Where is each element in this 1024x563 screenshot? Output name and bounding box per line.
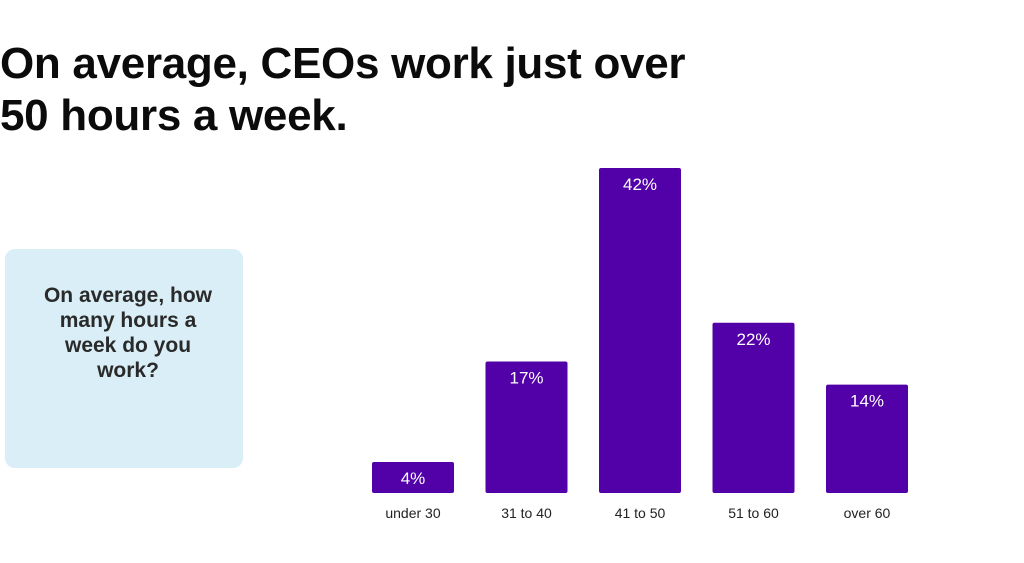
headline: On average, CEOs work just over 50 hours… bbox=[0, 38, 760, 142]
category-label-4: over 60 bbox=[844, 505, 891, 521]
question-line-3: week do you bbox=[64, 334, 192, 357]
question-text: On average, how many hours a week do you… bbox=[25, 283, 231, 383]
category-label-0: under 30 bbox=[385, 505, 440, 521]
bar-1 bbox=[485, 361, 568, 493]
category-label-1: 31 to 40 bbox=[501, 505, 552, 521]
question-line-2: many hours a bbox=[59, 309, 197, 332]
bar-4 bbox=[826, 384, 908, 493]
bar-2 bbox=[599, 168, 681, 493]
bar-value-label-4: 14% bbox=[850, 392, 884, 411]
bar-value-label-0: 4% bbox=[401, 469, 426, 488]
question-line-1: On average, how bbox=[43, 284, 213, 307]
bar-0 bbox=[372, 462, 454, 493]
headline-line-2: 50 hours a week. bbox=[0, 91, 348, 140]
bar-value-label-3: 22% bbox=[736, 330, 770, 349]
category-label-2: 41 to 50 bbox=[615, 505, 666, 521]
question-line-4: work? bbox=[97, 359, 159, 382]
bar-value-label-1: 17% bbox=[509, 368, 543, 387]
headline-line-1: On average, CEOs work just over bbox=[0, 39, 686, 88]
category-label-3: 51 to 60 bbox=[728, 505, 779, 521]
bar-3 bbox=[712, 322, 795, 493]
question-card: On average, how many hours a week do you… bbox=[5, 249, 243, 468]
bar-value-label-2: 42% bbox=[623, 175, 657, 194]
